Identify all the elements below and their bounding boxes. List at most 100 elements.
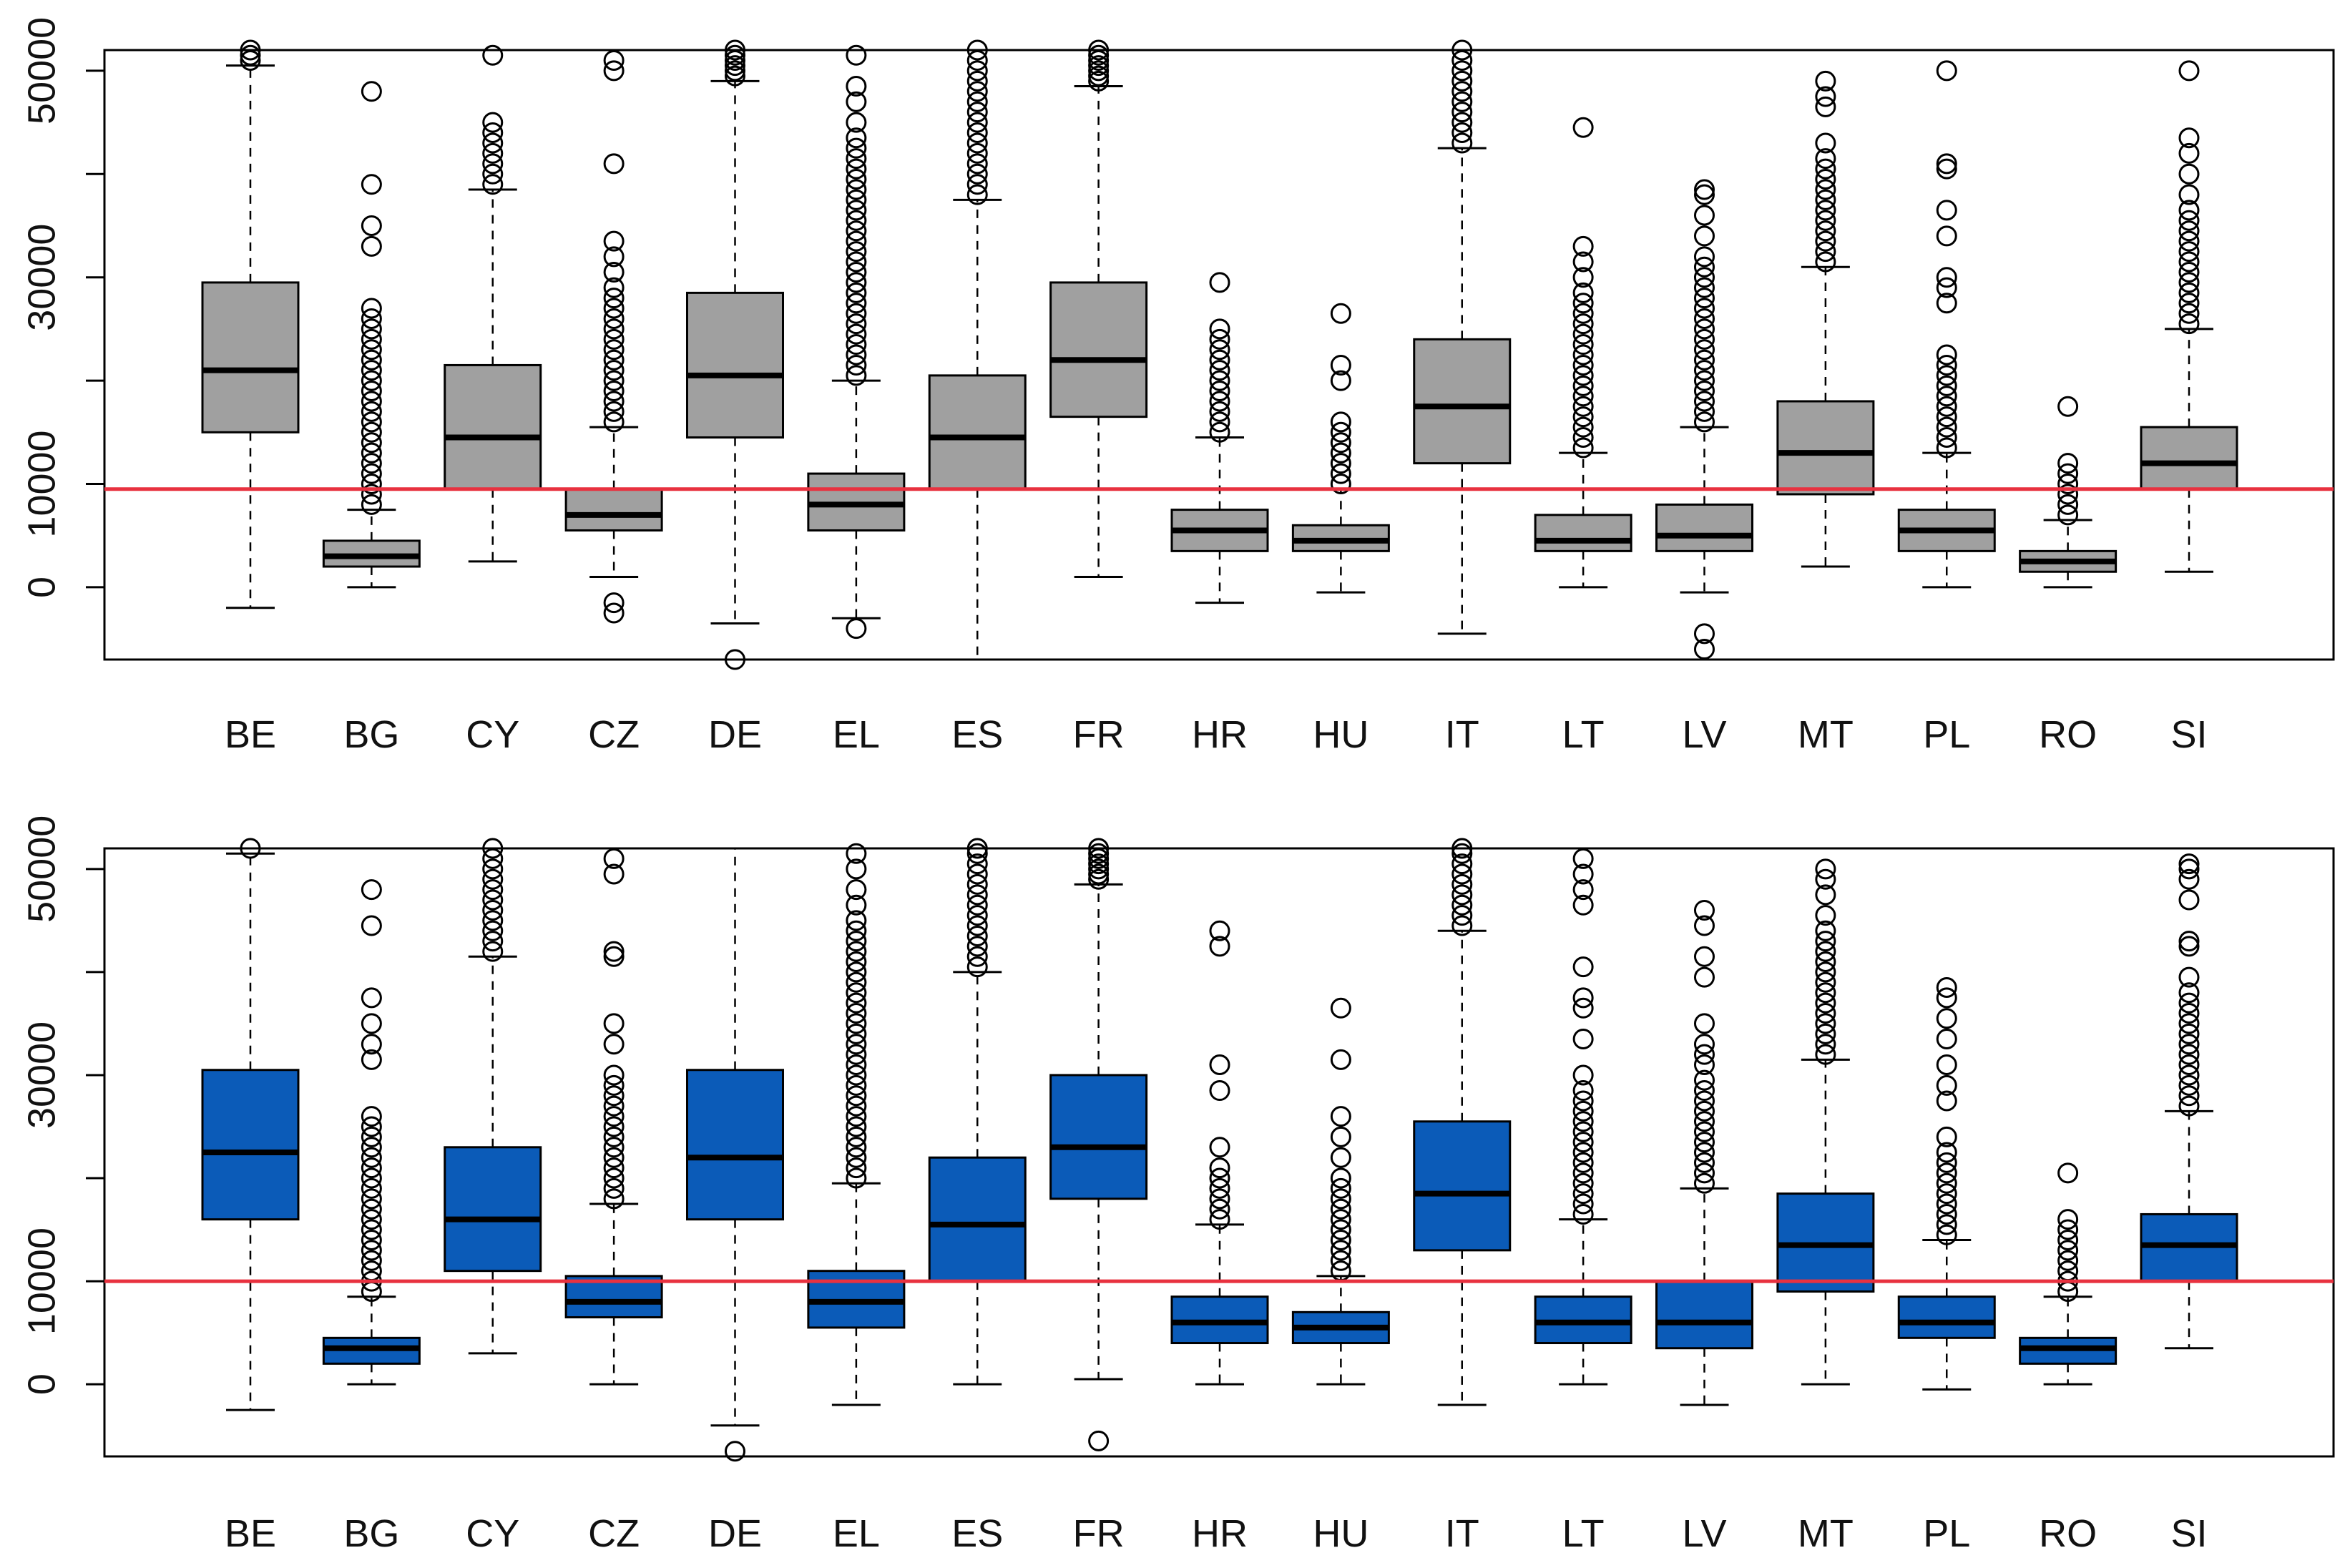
outlier-point bbox=[966, 174, 988, 195]
outlier-point bbox=[1936, 396, 1957, 417]
outlier-point bbox=[1572, 1080, 1594, 1102]
outlier-point bbox=[725, 649, 745, 670]
outlier-point bbox=[2057, 494, 2079, 515]
outlier-point bbox=[846, 189, 867, 210]
outlier-point bbox=[1815, 96, 1836, 117]
box-fr bbox=[1049, 39, 1148, 578]
outlier-point bbox=[603, 848, 625, 869]
outlier-point bbox=[2057, 463, 2079, 484]
outlier-point bbox=[966, 873, 988, 895]
outlier-point bbox=[1694, 256, 1715, 278]
outlier-point bbox=[1815, 148, 1836, 170]
category-label: PL bbox=[1923, 713, 1970, 756]
outlier-point bbox=[846, 920, 867, 941]
outlier-point bbox=[2178, 936, 2200, 957]
outlier-point bbox=[1936, 1172, 1957, 1194]
outlier-point bbox=[603, 339, 625, 361]
box-be bbox=[201, 838, 300, 1411]
outlier-point bbox=[1572, 1029, 1594, 1050]
outlier-point bbox=[1451, 60, 1473, 82]
outlier-point bbox=[361, 915, 382, 936]
box-lv bbox=[1655, 899, 1753, 1406]
outlier-point bbox=[1936, 277, 1957, 298]
outlier-point bbox=[846, 1085, 867, 1107]
box-hr bbox=[1170, 920, 1269, 1386]
category-label: HR bbox=[1192, 713, 1248, 756]
outlier-point bbox=[846, 323, 867, 345]
outlier-point bbox=[1694, 328, 1715, 350]
outlier-point bbox=[966, 946, 988, 967]
outlier-point bbox=[1936, 158, 1957, 180]
outlier-point bbox=[846, 91, 867, 112]
outlier-point bbox=[361, 1126, 382, 1147]
outlier-point bbox=[846, 1147, 867, 1168]
outlier-point bbox=[846, 158, 867, 180]
outlier-point bbox=[1815, 1003, 1836, 1024]
outlier-point bbox=[725, 55, 745, 77]
category-label: BG bbox=[343, 1512, 399, 1555]
outlier-point bbox=[482, 931, 504, 952]
outlier-point bbox=[1451, 102, 1473, 123]
category-label: RO bbox=[2039, 713, 2097, 756]
outlier-point bbox=[1936, 1029, 1957, 1050]
box-it bbox=[1413, 39, 1512, 635]
outlier-point bbox=[1451, 905, 1473, 926]
outlier-point bbox=[603, 1177, 625, 1199]
outlier-point bbox=[846, 293, 867, 314]
outlier-point bbox=[603, 1167, 625, 1189]
outlier-point bbox=[361, 401, 382, 422]
outlier-point bbox=[846, 1064, 867, 1086]
outlier-point bbox=[1209, 1177, 1230, 1199]
outlier-point bbox=[1572, 427, 1594, 449]
outlier-point bbox=[1815, 858, 1836, 880]
outlier-point bbox=[603, 230, 625, 252]
outlier-point bbox=[2057, 1162, 2079, 1184]
outlier-point bbox=[361, 370, 382, 391]
category-label: LV bbox=[1682, 1512, 1726, 1555]
outlier-point bbox=[725, 60, 745, 82]
box-be bbox=[201, 39, 300, 609]
category-label: SI bbox=[2170, 713, 2207, 756]
outlier-point bbox=[1572, 313, 1594, 335]
outlier-point bbox=[846, 148, 867, 170]
outlier-point bbox=[1451, 91, 1473, 112]
outlier-point bbox=[603, 288, 625, 309]
outlier-point bbox=[1088, 55, 1110, 77]
outlier-point bbox=[1572, 437, 1594, 459]
outlier-point bbox=[1209, 370, 1230, 391]
box-es bbox=[928, 838, 1027, 1386]
outlier-point bbox=[361, 1240, 382, 1261]
outlier-point bbox=[966, 853, 988, 875]
outlier-point bbox=[240, 44, 261, 66]
outlier-point bbox=[603, 1034, 625, 1055]
outlier-point bbox=[1694, 277, 1715, 298]
outlier-point bbox=[361, 215, 382, 236]
outlier-point bbox=[603, 411, 625, 433]
outlier-point bbox=[1815, 1044, 1836, 1065]
outlier-point bbox=[1209, 349, 1230, 371]
outlier-point bbox=[1209, 920, 1230, 941]
outlier-point bbox=[1209, 381, 1230, 402]
outlier-point bbox=[1936, 267, 1957, 288]
box-it bbox=[1413, 838, 1512, 1406]
outlier-point bbox=[2178, 251, 2200, 273]
panel-1: 0 10000 30000 50000 BE BG CY CZ DE EL ES FR HR HU IT LT… bbox=[20, 17, 2335, 756]
box-mt bbox=[1776, 70, 1875, 568]
outlier-point bbox=[361, 235, 382, 257]
outlier-point bbox=[1330, 411, 1351, 433]
outlier-point bbox=[1088, 838, 1110, 859]
outlier-point bbox=[1694, 246, 1715, 268]
category-label: LT bbox=[1562, 1512, 1605, 1555]
outlier-point bbox=[1330, 1188, 1351, 1210]
outlier-point bbox=[1815, 905, 1836, 926]
outlier-point bbox=[846, 354, 867, 376]
box-pl bbox=[1897, 60, 1996, 589]
outlier-point bbox=[1694, 1162, 1715, 1184]
outlier-point bbox=[1936, 437, 1957, 459]
outlier-point bbox=[1815, 1034, 1836, 1055]
outlier-point bbox=[603, 1106, 625, 1127]
outlier-point bbox=[482, 838, 504, 859]
box-hu bbox=[1291, 303, 1390, 594]
outlier-point bbox=[482, 153, 504, 175]
